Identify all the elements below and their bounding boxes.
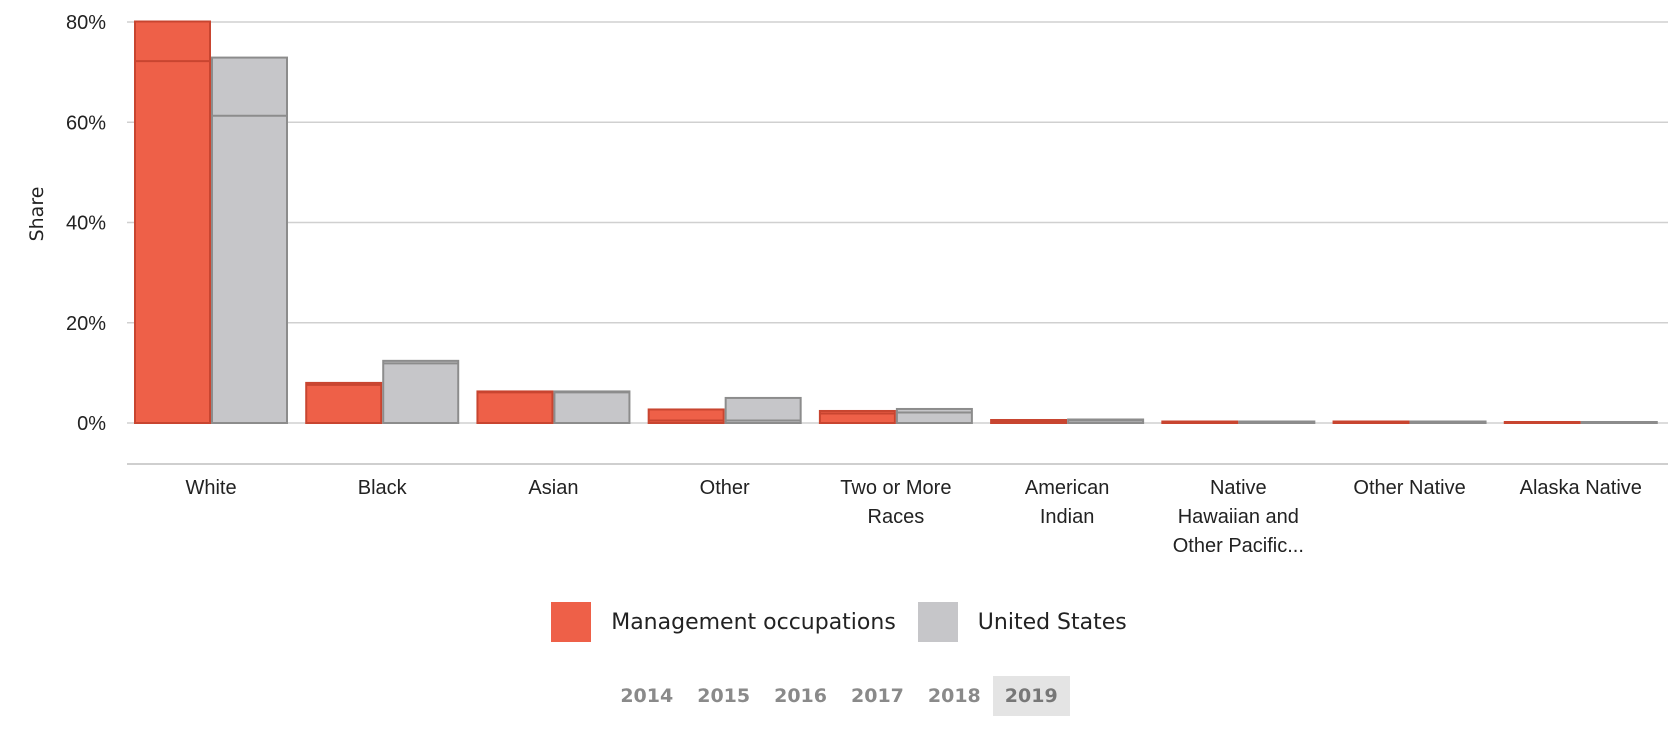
x-tick-label: Other Native — [1353, 477, 1465, 499]
bar[interactable] — [305, 381, 383, 424]
bar[interactable] — [476, 390, 554, 425]
y-tick-label: 40% — [66, 213, 106, 235]
legend: Management occupations United States — [0, 600, 1678, 644]
x-tick-label: Alaska Native — [1520, 477, 1642, 499]
year-button-2016[interactable]: 2016 — [774, 685, 827, 707]
bar[interactable] — [211, 56, 288, 425]
year-button-2014[interactable]: 2014 — [620, 685, 674, 707]
x-tick-label: Black — [358, 477, 408, 499]
x-tick-label: Native Hawaiian and Other Pacific... — [1173, 477, 1304, 557]
legend-label: Management occupations — [611, 609, 896, 635]
x-axis-labels: White Black Asian Other Two or More Races Amer… — [185, 477, 1641, 557]
y-axis-ticks: 0% 20% 40% 60% 80% — [66, 12, 106, 435]
x-tick-label: American Indian — [1025, 477, 1109, 528]
legend-swatch — [551, 602, 592, 642]
year-button-2018[interactable]: 2018 — [927, 685, 981, 707]
y-axis-title: Share — [26, 187, 48, 242]
y-tick-label: 0% — [77, 413, 106, 435]
legend-item[interactable]: United States — [917, 602, 1127, 642]
legend-label: United States — [977, 609, 1127, 635]
x-tick-label: Two or More Races — [840, 477, 951, 528]
y-tick-label: 80% — [66, 12, 106, 34]
bar[interactable] — [553, 390, 631, 425]
bar[interactable] — [134, 20, 211, 425]
year-button-2019[interactable]: 2019 — [992, 676, 1070, 716]
year-button-2015[interactable]: 2015 — [697, 685, 751, 707]
bar[interactable] — [724, 396, 802, 424]
bars — [134, 20, 1658, 425]
gridlines — [127, 21, 1668, 424]
year-button-2017[interactable]: 2017 — [851, 685, 904, 707]
legend-item[interactable]: Management occupations — [551, 602, 896, 642]
bar[interactable] — [895, 407, 973, 424]
y-tick-label: 20% — [66, 313, 106, 335]
x-tick-label: Other — [700, 477, 750, 499]
x-tick-label: Asian — [528, 477, 578, 499]
year-selector: 2014 2015 2016 2017 2018 2019 — [0, 676, 1678, 716]
bar[interactable] — [382, 359, 460, 424]
x-tick-label: White — [185, 477, 236, 499]
legend-swatch — [917, 602, 958, 642]
bar-chart: 0% 20% 40% 60% 80% White Black Asian Other Two o… — [26, 12, 1668, 557]
y-tick-label: 60% — [66, 112, 106, 134]
